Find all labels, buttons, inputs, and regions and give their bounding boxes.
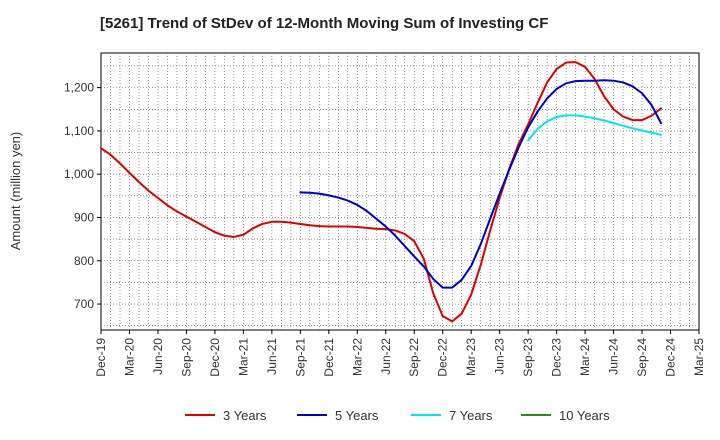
- legend-label: 10 Years: [559, 408, 610, 423]
- y-tick-label: 1,100: [64, 124, 94, 138]
- legend-label: 5 Years: [335, 408, 379, 423]
- chart-title: [5261] Trend of StDev of 12-Month Moving…: [100, 15, 548, 32]
- x-tick-label: Jun-21: [265, 338, 279, 375]
- x-tick-label: Dec-20: [208, 338, 222, 377]
- series-lines: [100, 61, 663, 323]
- x-axis-ticks: Dec-19 Mar-20 Jun-20 Sep-20 Dec-20 Mar-21 Jun-…: [94, 330, 706, 377]
- x-tick-label: Sep-20: [179, 338, 193, 377]
- y-tick-label: 800: [74, 254, 94, 268]
- y-tick-label: 1,200: [64, 81, 94, 95]
- x-tick-label: Dec-22: [436, 338, 450, 377]
- y-tick-label: 700: [74, 297, 94, 311]
- y-tick-label: 1,000: [64, 167, 94, 181]
- x-tick-label: Jun-24: [607, 338, 621, 375]
- x-tick-label: Sep-22: [407, 338, 421, 377]
- x-tick-label: Dec-21: [322, 338, 336, 377]
- x-tick-label: Mar-23: [464, 338, 478, 376]
- x-tick-label: Mar-22: [350, 338, 364, 376]
- x-tick-label: Sep-23: [521, 338, 535, 377]
- x-tick-label: Mar-24: [578, 338, 592, 376]
- plot-area: [100, 52, 700, 331]
- series-line-5-years: [299, 79, 663, 289]
- x-tick-label: Mar-21: [236, 338, 250, 376]
- x-tick-label: Dec-23: [550, 338, 564, 377]
- x-tick-label: Jun-22: [379, 338, 393, 375]
- y-axis-label: Amount (million yen): [8, 132, 23, 251]
- legend: 3 Years 5 Years 7 Years 10 Years: [185, 408, 610, 423]
- series-line-3-years: [100, 61, 663, 323]
- legend-label: 7 Years: [449, 408, 493, 423]
- y-axis-ticks: 700 800 900 1,000 1,100 1,200: [64, 81, 101, 311]
- x-tick-label: Sep-21: [293, 338, 307, 377]
- x-tick-label: Jun-23: [493, 338, 507, 375]
- x-tick-label: Dec-24: [664, 338, 678, 377]
- x-tick-label: Jun-20: [151, 338, 165, 375]
- y-tick-label: 900: [74, 210, 94, 224]
- x-tick-label: Mar-25: [692, 338, 706, 376]
- legend-label: 3 Years: [223, 408, 267, 423]
- x-tick-label: Dec-19: [94, 338, 108, 377]
- x-tick-label: Mar-20: [122, 338, 136, 376]
- x-tick-label: Sep-24: [635, 338, 649, 377]
- series-line-7-years: [527, 114, 663, 142]
